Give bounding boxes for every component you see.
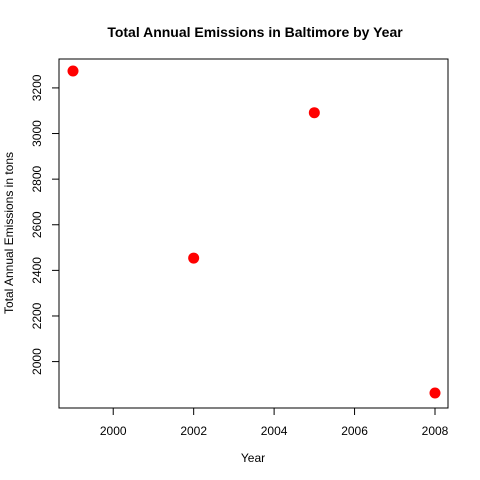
y-tick-label: 2000 (30, 348, 44, 375)
y-tick-label: 3000 (30, 120, 44, 147)
x-axis: 2000 2002 2004 2006 2008 (100, 408, 449, 438)
data-point (429, 387, 441, 399)
x-tick-label: 2008 (422, 424, 449, 438)
data-point (308, 107, 320, 119)
x-tick-label: 2006 (341, 424, 368, 438)
x-tick-label: 2002 (180, 424, 207, 438)
y-tick-label: 2200 (30, 302, 44, 329)
x-tick-label: 2000 (100, 424, 127, 438)
x-axis-label: Year (241, 451, 265, 465)
data-point (188, 252, 200, 264)
plot-frame (58, 58, 449, 409)
data-point (67, 65, 79, 77)
y-axis: 2000 2200 2400 2600 2800 3000 3200 (30, 74, 59, 375)
data-points (67, 65, 441, 399)
x-tick-label: 2004 (261, 424, 288, 438)
y-tick-label: 2600 (30, 211, 44, 238)
y-tick-label: 2400 (30, 257, 44, 284)
y-tick-label: 2800 (30, 165, 44, 192)
y-axis-label: Total Annual Emissions in tons (2, 152, 16, 314)
chart-title: Total Annual Emissions in Baltimore by Y… (107, 24, 403, 40)
y-tick-label: 3200 (30, 74, 44, 101)
